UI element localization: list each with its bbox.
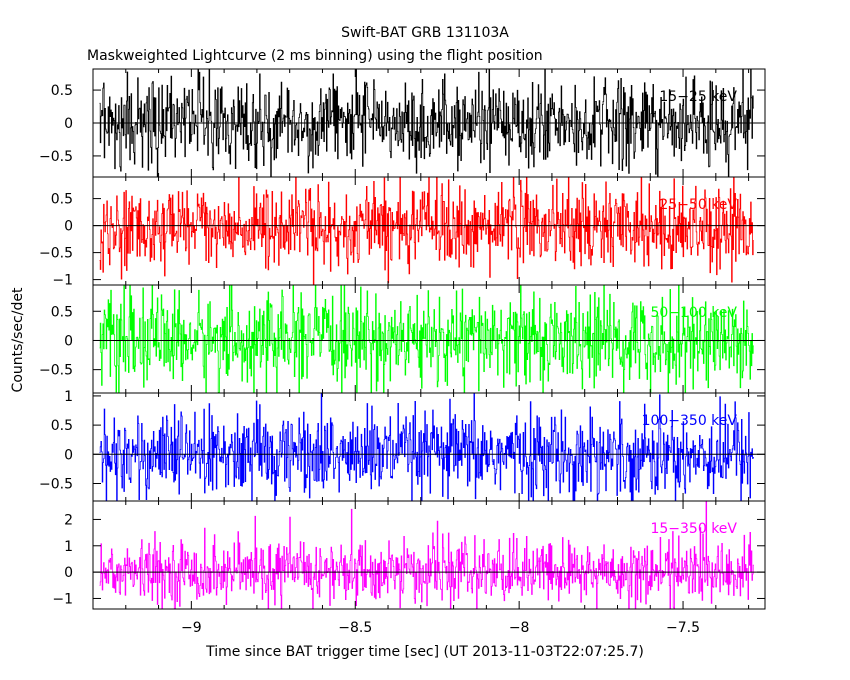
x-tick-label: −8 [509,620,530,636]
y-tick-label: −1 [52,273,73,289]
legend-label: 15−25 keV [659,89,737,105]
series-line [99,393,754,501]
y-axis-label: Counts/sec/det [10,287,26,392]
y-tick-label: 2 [64,512,73,528]
panel-3: 0.5 0 −0.5 50−100 keV [39,284,766,394]
chart-subtitle: Maskweighted Lightcurve (2 ms binning) u… [87,48,543,64]
series-line [99,285,754,393]
panel-1: 0.5 0 −0.5 15−25 keV [39,68,766,178]
y-tick-label: −0.5 [39,476,73,492]
panel-4: 1 0.5 0 −0.5 100−350 keV [39,389,766,502]
y-tick-label: 0 [64,565,73,581]
y-tick-label: 0.5 [51,192,73,208]
x-axis-label: Time since BAT trigger time [sec] (UT 20… [205,644,644,660]
series-line [99,177,754,285]
legend-label: 15−350 keV [650,521,737,537]
chart-title: Swift-BAT GRB 131103A [341,25,509,41]
y-tick-label: −0.5 [39,363,73,379]
y-tick-label: 0.5 [51,83,73,99]
panel-frame [92,500,766,610]
y-tick-label: 0.5 [51,418,73,434]
y-tick-label: 1 [64,539,73,555]
y-tick-label: −0.5 [39,246,73,262]
y-tick-label: 0 [64,447,73,463]
legend-label: 100−350 keV [642,413,738,429]
y-tick-label: −0.5 [39,149,73,165]
series-line [99,69,754,177]
panel-5: 2 1 0 −1 15−350 keV [52,500,766,610]
x-tick-label: −7.5 [666,620,700,636]
legend-label: 25−50 keV [659,197,737,213]
y-tick-label: −1 [52,591,73,607]
series-line [99,501,754,609]
legend-label: 50−100 keV [650,305,737,321]
y-tick-label: 0 [64,219,73,235]
y-tick-label: 0 [64,116,73,132]
y-tick-label: 0.5 [51,304,73,320]
x-tick-label: −9 [181,620,202,636]
x-tick-label: −8.5 [338,620,372,636]
y-tick-label: 0 [64,333,73,349]
y-tick-label: 1 [64,389,73,405]
